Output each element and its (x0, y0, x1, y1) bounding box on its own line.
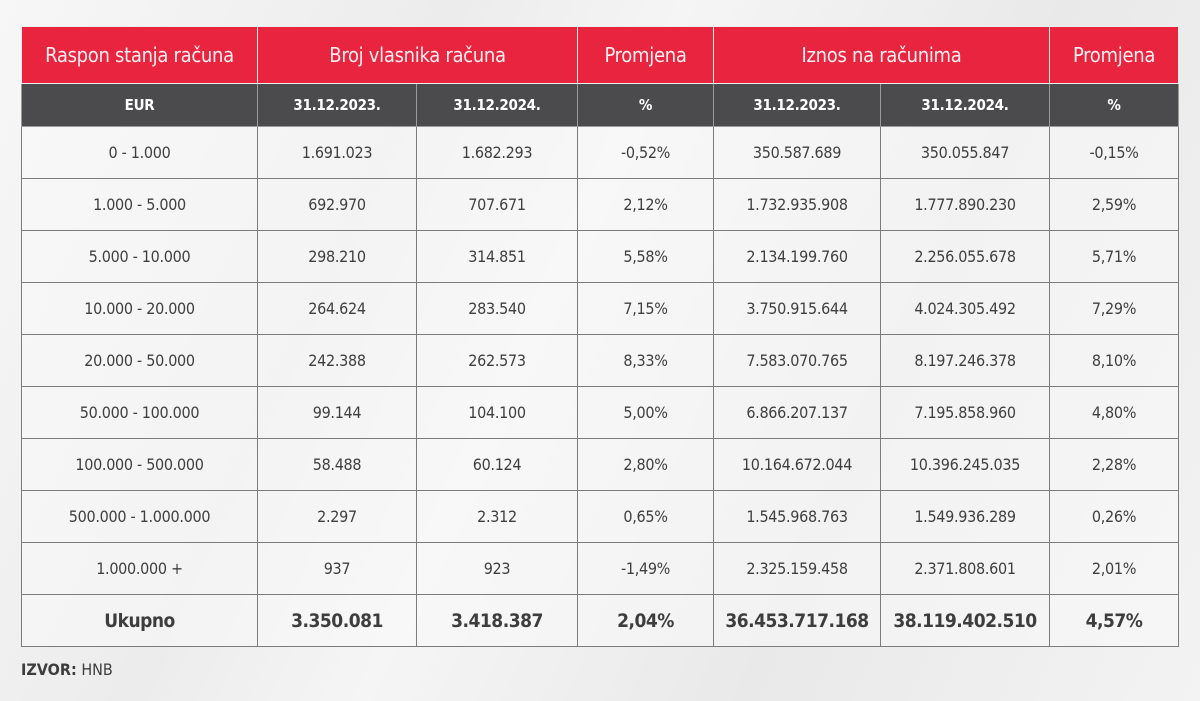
cell-range: 100.000 - 500.000 (21, 438, 258, 491)
cell-amount-2023: 3.750.915.644 (713, 282, 881, 335)
table-row: 1.000 - 5.000 692.970 707.671 2,12% 1.73… (21, 178, 1179, 231)
cell-amount-2023: 7.583.070.765 (713, 334, 881, 387)
group-header-row: Raspon stanja računa Broj vlasnika račun… (21, 26, 1179, 84)
total-amount-2024: 38.119.402.510 (880, 594, 1050, 647)
table-row: 1.000.000 + 937 923 -1,49% 2.325.159.458… (21, 542, 1179, 595)
table-row: 20.000 - 50.000 242.388 262.573 8,33% 7.… (21, 334, 1179, 387)
cell-amount-2024: 8.197.246.378 (880, 334, 1050, 387)
cell-amount-change: 0,26% (1049, 490, 1179, 543)
cell-range: 50.000 - 100.000 (21, 386, 258, 439)
cell-owners-2023: 264.624 (257, 282, 417, 335)
cell-owners-2024: 283.540 (416, 282, 578, 335)
cell-amount-change: 4,80% (1049, 386, 1179, 439)
cell-amount-2023: 1.545.968.763 (713, 490, 881, 543)
total-row: Ukupno 3.350.081 3.418.387 2,04% 36.453.… (21, 594, 1179, 647)
cell-amount-2023: 10.164.672.044 (713, 438, 881, 491)
subheader-owners-pct: % (577, 83, 714, 127)
cell-range: 500.000 - 1.000.000 (21, 490, 258, 543)
table-row: 0 - 1.000 1.691.023 1.682.293 -0,52% 350… (21, 126, 1179, 179)
total-owners-2024: 3.418.387 (416, 594, 578, 647)
total-amount-change: 4,57% (1049, 594, 1179, 647)
cell-owners-2024: 314.851 (416, 230, 578, 283)
cell-range: 0 - 1.000 (21, 126, 258, 179)
cell-amount-2024: 4.024.305.492 (880, 282, 1050, 335)
cell-owners-2024: 104.100 (416, 386, 578, 439)
cell-range: 10.000 - 20.000 (21, 282, 258, 335)
header-amounts-change: Promjena (1049, 26, 1179, 84)
cell-owners-2023: 937 (257, 542, 417, 595)
subheader-owners-2024: 31.12.2024. (416, 83, 578, 127)
sub-header-row: EUR 31.12.2023. 31.12.2024. % 31.12.2023… (21, 83, 1179, 127)
subheader-owners-2023: 31.12.2023. (257, 83, 417, 127)
cell-owners-change: 0,65% (577, 490, 714, 543)
cell-owners-change: 7,15% (577, 282, 714, 335)
cell-amount-2024: 7.195.858.960 (880, 386, 1050, 439)
cell-owners-2024: 707.671 (416, 178, 578, 231)
cell-range: 5.000 - 10.000 (21, 230, 258, 283)
source-note: IZVOR: HNB (21, 660, 113, 679)
cell-range: 20.000 - 50.000 (21, 334, 258, 387)
table-row: 500.000 - 1.000.000 2.297 2.312 0,65% 1.… (21, 490, 1179, 543)
table-row: 5.000 - 10.000 298.210 314.851 5,58% 2.1… (21, 230, 1179, 283)
cell-amount-change: 7,29% (1049, 282, 1179, 335)
cell-amount-change: 2,01% (1049, 542, 1179, 595)
cell-owners-change: 8,33% (577, 334, 714, 387)
account-balance-table: Raspon stanja računa Broj vlasnika račun… (21, 26, 1179, 647)
total-owners-change: 2,04% (577, 594, 714, 647)
cell-amount-2023: 2.134.199.760 (713, 230, 881, 283)
cell-amount-2023: 2.325.159.458 (713, 542, 881, 595)
cell-owners-2023: 242.388 (257, 334, 417, 387)
cell-amount-2024: 10.396.245.035 (880, 438, 1050, 491)
cell-amount-change: -0,15% (1049, 126, 1179, 179)
source-value: HNB (81, 660, 113, 679)
subheader-amount-2024: 31.12.2024. (880, 83, 1050, 127)
cell-owners-change: 5,58% (577, 230, 714, 283)
header-amounts: Iznos na računima (713, 26, 1050, 84)
cell-amount-2023: 1.732.935.908 (713, 178, 881, 231)
cell-range: 1.000 - 5.000 (21, 178, 258, 231)
cell-owners-2024: 60.124 (416, 438, 578, 491)
cell-amount-2024: 1.777.890.230 (880, 178, 1050, 231)
cell-owners-change: 2,12% (577, 178, 714, 231)
total-label: Ukupno (21, 594, 258, 647)
cell-owners-2023: 99.144 (257, 386, 417, 439)
cell-amount-2023: 350.587.689 (713, 126, 881, 179)
cell-owners-2024: 1.682.293 (416, 126, 578, 179)
cell-owners-change: 5,00% (577, 386, 714, 439)
cell-owners-2023: 58.488 (257, 438, 417, 491)
cell-amount-change: 8,10% (1049, 334, 1179, 387)
cell-owners-2023: 1.691.023 (257, 126, 417, 179)
cell-owners-2024: 2.312 (416, 490, 578, 543)
table-row: 50.000 - 100.000 99.144 104.100 5,00% 6.… (21, 386, 1179, 439)
subheader-currency: EUR (21, 83, 258, 127)
cell-owners-2023: 692.970 (257, 178, 417, 231)
table-row: 10.000 - 20.000 264.624 283.540 7,15% 3.… (21, 282, 1179, 335)
cell-amount-2024: 1.549.936.289 (880, 490, 1050, 543)
source-label: IZVOR: (21, 660, 77, 679)
table-row: 100.000 - 500.000 58.488 60.124 2,80% 10… (21, 438, 1179, 491)
cell-owners-2023: 2.297 (257, 490, 417, 543)
header-owners: Broj vlasnika računa (257, 26, 578, 84)
cell-amount-2023: 6.866.207.137 (713, 386, 881, 439)
cell-range: 1.000.000 + (21, 542, 258, 595)
cell-amount-2024: 2.371.808.601 (880, 542, 1050, 595)
header-owners-change: Promjena (577, 26, 714, 84)
subheader-amount-pct: % (1049, 83, 1179, 127)
subheader-amount-2023: 31.12.2023. (713, 83, 881, 127)
cell-amount-2024: 350.055.847 (880, 126, 1050, 179)
cell-amount-change: 5,71% (1049, 230, 1179, 283)
cell-amount-change: 2,59% (1049, 178, 1179, 231)
cell-owners-change: -0,52% (577, 126, 714, 179)
cell-owners-change: -1,49% (577, 542, 714, 595)
account-balance-table-container: Raspon stanja računa Broj vlasnika račun… (21, 26, 1179, 647)
cell-owners-2023: 298.210 (257, 230, 417, 283)
total-amount-2023: 36.453.717.168 (713, 594, 881, 647)
header-range: Raspon stanja računa (21, 26, 258, 84)
cell-owners-2024: 923 (416, 542, 578, 595)
total-owners-2023: 3.350.081 (257, 594, 417, 647)
cell-owners-change: 2,80% (577, 438, 714, 491)
cell-owners-2024: 262.573 (416, 334, 578, 387)
cell-amount-change: 2,28% (1049, 438, 1179, 491)
cell-amount-2024: 2.256.055.678 (880, 230, 1050, 283)
